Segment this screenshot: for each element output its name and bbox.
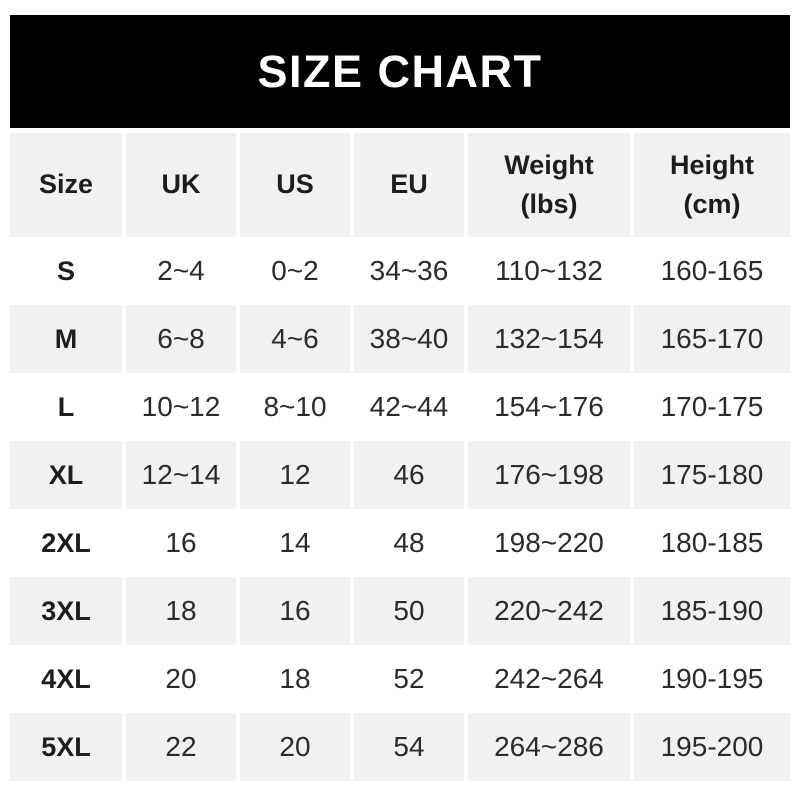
eu-cell: 50 (354, 577, 464, 645)
height-cell: 195-200 (634, 713, 790, 781)
uk-cell: 16 (126, 509, 236, 577)
eu-cell: 52 (354, 645, 464, 713)
table-row-5xl: 5XL 22 20 54 264~286 195-200 (10, 713, 790, 781)
size-label-cell: S (10, 237, 122, 305)
eu-cell: 48 (354, 509, 464, 577)
table-row-2xl: 2XL 16 14 48 198~220 180-185 (10, 509, 790, 577)
column-header-us: US (240, 133, 350, 237)
eu-cell: 34~36 (354, 237, 464, 305)
height-cell: 185-190 (634, 577, 790, 645)
size-chart-table: Size UK US EU Weight (lbs) Height (cm) S… (6, 133, 794, 781)
column-header-uk: UK (126, 133, 236, 237)
us-cell: 12 (240, 441, 350, 509)
us-cell: 0~2 (240, 237, 350, 305)
table-row-4xl: 4XL 20 18 52 242~264 190-195 (10, 645, 790, 713)
table-row-l: L 10~12 8~10 42~44 154~176 170-175 (10, 373, 790, 441)
us-cell: 8~10 (240, 373, 350, 441)
page-title: SIZE CHART (257, 46, 543, 97)
height-cell: 165-170 (634, 305, 790, 373)
eu-cell: 54 (354, 713, 464, 781)
weight-cell: 176~198 (468, 441, 630, 509)
size-label-cell: 3XL (10, 577, 122, 645)
column-header-eu: EU (354, 133, 464, 237)
table-row-xl: XL 12~14 12 46 176~198 175-180 (10, 441, 790, 509)
us-cell: 14 (240, 509, 350, 577)
uk-cell: 10~12 (126, 373, 236, 441)
height-cell: 170-175 (634, 373, 790, 441)
uk-cell: 12~14 (126, 441, 236, 509)
us-cell: 16 (240, 577, 350, 645)
height-cell: 180-185 (634, 509, 790, 577)
weight-cell: 242~264 (468, 645, 630, 713)
height-cell: 175-180 (634, 441, 790, 509)
us-cell: 18 (240, 645, 350, 713)
uk-cell: 18 (126, 577, 236, 645)
weight-cell: 198~220 (468, 509, 630, 577)
weight-cell: 110~132 (468, 237, 630, 305)
weight-cell: 264~286 (468, 713, 630, 781)
table-row-3xl: 3XL 18 16 50 220~242 185-190 (10, 577, 790, 645)
size-label-cell: 4XL (10, 645, 122, 713)
uk-cell: 2~4 (126, 237, 236, 305)
us-cell: 4~6 (240, 305, 350, 373)
column-header-height: Height (cm) (634, 133, 790, 237)
column-header-weight: Weight (lbs) (468, 133, 630, 237)
weight-cell: 154~176 (468, 373, 630, 441)
size-label-cell: M (10, 305, 122, 373)
weight-cell: 220~242 (468, 577, 630, 645)
uk-cell: 20 (126, 645, 236, 713)
eu-cell: 42~44 (354, 373, 464, 441)
size-label-cell: 5XL (10, 713, 122, 781)
banner: SIZE CHART (10, 15, 790, 128)
height-cell: 160-165 (634, 237, 790, 305)
eu-cell: 38~40 (354, 305, 464, 373)
size-label-cell: L (10, 373, 122, 441)
weight-cell: 132~154 (468, 305, 630, 373)
table-row-m: M 6~8 4~6 38~40 132~154 165-170 (10, 305, 790, 373)
height-cell: 190-195 (634, 645, 790, 713)
us-cell: 20 (240, 713, 350, 781)
header-row: Size UK US EU Weight (lbs) Height (cm) (10, 133, 790, 237)
uk-cell: 6~8 (126, 305, 236, 373)
eu-cell: 46 (354, 441, 464, 509)
uk-cell: 22 (126, 713, 236, 781)
size-label-cell: XL (10, 441, 122, 509)
table-row-s: S 2~4 0~2 34~36 110~132 160-165 (10, 237, 790, 305)
column-header-size: Size (10, 133, 122, 237)
size-label-cell: 2XL (10, 509, 122, 577)
